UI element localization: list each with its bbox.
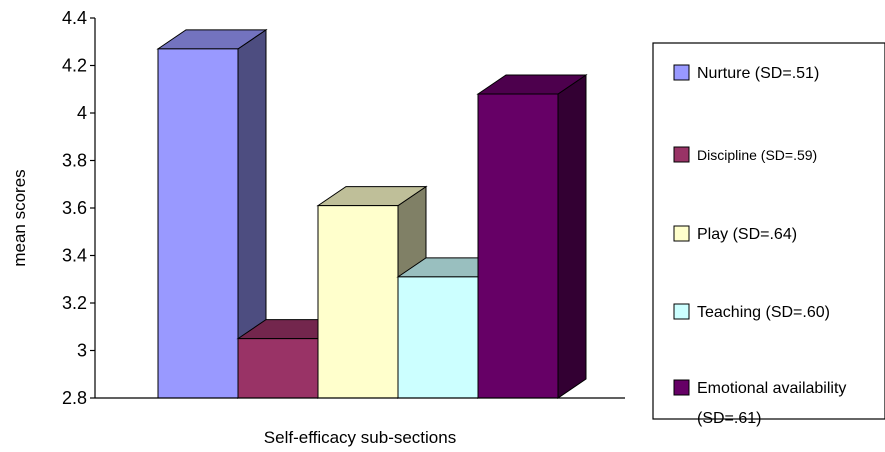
legend-label: Play (SD=.64) (697, 226, 797, 243)
y-tick-label: 2.8 (62, 388, 87, 408)
y-tick-label: 3 (77, 341, 87, 361)
legend-item-teaching: Teaching (SD=.60) (673, 303, 830, 321)
bar-nurture (156, 28, 268, 399)
y-tick-label: 3.6 (62, 198, 87, 218)
bars-group (156, 28, 588, 399)
bar-play (316, 185, 428, 399)
legend-swatch (673, 379, 690, 396)
y-tick-label: 4 (77, 103, 87, 123)
legend-label: Teaching (SD=.60) (697, 304, 830, 321)
legend-box (652, 42, 885, 420)
y-tick-label: 4.2 (62, 56, 87, 76)
legend-item-nurture: Nurture (SD=.51) (673, 64, 819, 82)
legend-label: (SD=.61) (697, 410, 761, 427)
bar-play-front (317, 205, 399, 399)
legend-item-emotional-availability: Emotional availability (SD=.61) (673, 379, 846, 427)
bar-discipline-front (237, 338, 319, 399)
legend-item-play: Play (SD=.64) (673, 225, 797, 243)
legend-label: Discipline (SD=.59) (697, 147, 817, 163)
bar-emotional-availability-front (477, 93, 559, 399)
legend-label: Emotional availability (697, 380, 846, 397)
y-axis-title: mean scores (10, 169, 29, 266)
legend-item-discipline: Discipline (SD=.59) (673, 146, 817, 163)
legend-swatch (673, 303, 690, 320)
x-axis-title: Self-efficacy sub-sections (264, 428, 456, 447)
legend-items: Nurture (SD=.51) Discipline (SD=.59) Play… (673, 64, 846, 427)
legend-swatch (673, 64, 690, 81)
y-tick-label: 3.2 (62, 293, 87, 313)
legend-swatch (673, 225, 690, 242)
legend-label: Nurture (SD=.51) (697, 65, 819, 82)
axes-group: 2.8 3 3.2 3.4 3.6 3.8 4 4.2 4.4 (62, 8, 625, 408)
y-tick-label: 3.8 (62, 151, 87, 171)
y-tick-label: 3.4 (62, 246, 87, 266)
legend: Nurture (SD=.51) Discipline (SD=.59) Play… (652, 42, 885, 427)
bar-teaching-front (397, 276, 479, 399)
bar-nurture-front (157, 48, 239, 399)
legend-swatch (673, 146, 690, 163)
bar-emotional-availability-side (557, 74, 587, 399)
bar-emotional-availability (476, 74, 588, 399)
y-tick-label: 4.4 (62, 8, 87, 28)
y-ticks: 2.8 3 3.2 3.4 3.6 3.8 4 4.2 4.4 (62, 8, 95, 408)
